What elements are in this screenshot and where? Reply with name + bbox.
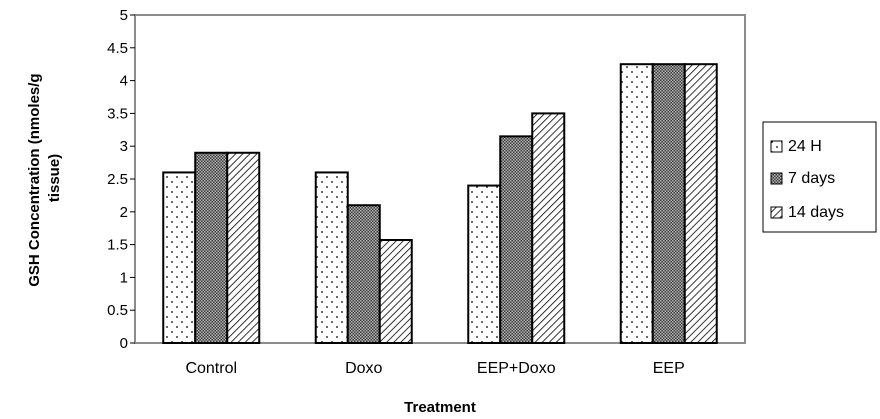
bar-14-days-control [226, 151, 261, 344]
bars-group [162, 63, 718, 345]
y-tick-label: 0.5 [107, 302, 128, 319]
legend-swatch [770, 140, 783, 153]
x-axis-title: Treatment [404, 399, 476, 416]
bar-14-days-doxo [378, 239, 413, 344]
legend-items: 24 H 7 days 14 days [770, 138, 844, 221]
x-labels-group: Control Doxo EEP+Doxo EEP [185, 360, 684, 377]
y-tick-label: 1 [120, 269, 128, 286]
legend: 24 H 7 days 14 days [762, 121, 877, 233]
bar-24-h-eep [619, 63, 654, 344]
x-category-label: Control [185, 360, 237, 377]
legend-swatch [770, 206, 783, 219]
y-axis-title: GSH Concentration (nmoles/g tissue) [26, 69, 63, 287]
bar-14-days-eep-doxo [531, 112, 566, 345]
y-tick-label: 4 [120, 73, 128, 90]
y-tick-label: 1.5 [107, 237, 128, 254]
bar-7-days-eep [651, 63, 686, 344]
y-tick-label: 3.5 [107, 105, 128, 122]
y-tick-label: 0 [120, 335, 128, 352]
legend-label: 7 days [788, 170, 835, 187]
y-tick-label: 4.5 [107, 40, 128, 57]
y-tick-label: 2 [120, 204, 128, 221]
y-axis-title-line-2: tissue) [46, 154, 63, 202]
x-category-label: EEP+Doxo [477, 360, 556, 377]
x-category-label: EEP [653, 360, 685, 377]
y-tick-label: 2.5 [107, 171, 128, 188]
legend-label: 24 H [788, 138, 822, 155]
legend-swatch [770, 172, 783, 185]
legend-label: 14 days [788, 204, 844, 221]
bar-24-h-doxo [314, 171, 349, 344]
bar-24-h-eep-doxo [467, 184, 502, 344]
bar-24-h-control [162, 171, 197, 344]
x-category-label: Doxo [345, 360, 382, 377]
y-axis-title-line-1: GSH Concentration (nmoles/g [26, 73, 43, 286]
bar-7-days-eep-doxo [499, 135, 534, 344]
y-tick-label: 5 [120, 7, 128, 24]
bar-7-days-doxo [346, 204, 381, 344]
bar-14-days-eep [683, 63, 718, 344]
bar-7-days-control [194, 151, 229, 344]
y-tick-label: 3 [120, 138, 128, 155]
y-ticks-group: 0 0.5 1 1.5 2 2.5 3 3.5 4 4.5 5 [107, 7, 135, 352]
